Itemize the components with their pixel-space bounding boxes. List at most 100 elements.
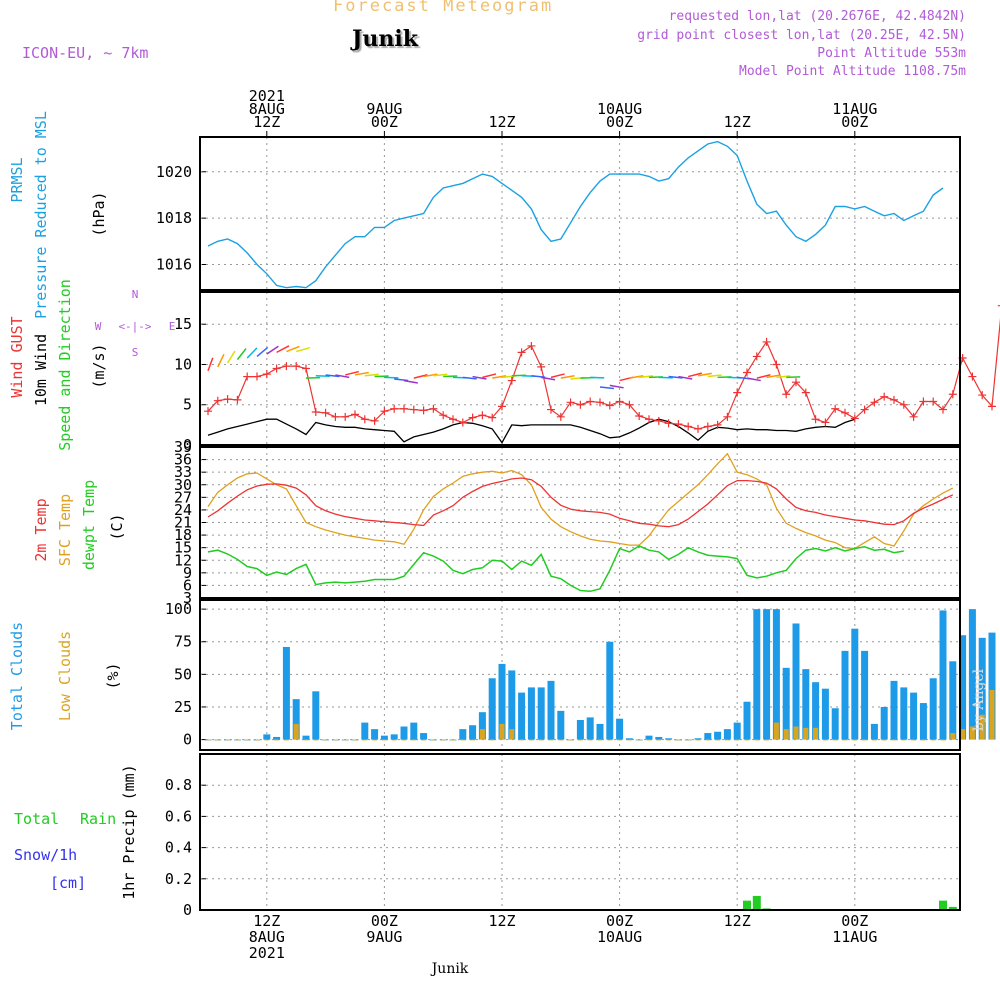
low-clouds-bar bbox=[675, 739, 681, 741]
wind-gust-point bbox=[566, 398, 575, 407]
bottom-time-label: 9AUG bbox=[366, 928, 402, 946]
wind-direction-arrow bbox=[384, 376, 399, 379]
wind-gust-point bbox=[488, 413, 497, 422]
pressure-side-label: Pressure Reduced to MSL bbox=[32, 111, 50, 319]
pressure-side-label: PRMSL bbox=[8, 157, 26, 202]
wind-direction-arrow bbox=[256, 346, 269, 357]
total-clouds-bar bbox=[723, 729, 731, 740]
rain-bar bbox=[752, 895, 761, 910]
low-clouds-bar bbox=[293, 723, 299, 740]
top-time-label: 00Z bbox=[841, 113, 868, 131]
wind-gust-point bbox=[302, 364, 310, 373]
low-clouds-bar bbox=[244, 739, 250, 741]
total-clouds-bar bbox=[596, 723, 604, 740]
wind-gust-point bbox=[596, 398, 604, 407]
total-clouds-bar bbox=[469, 725, 477, 740]
precip-tick-label: 0 bbox=[183, 901, 192, 919]
top-time-label: 12Z bbox=[724, 113, 751, 131]
panel-frame bbox=[199, 136, 961, 291]
total-clouds-bar bbox=[518, 692, 526, 740]
low-clouds-bar bbox=[666, 739, 672, 741]
compass-north: N bbox=[132, 288, 139, 301]
total-clouds-bar bbox=[400, 726, 408, 740]
pressure-axis-label: (hPa) bbox=[90, 191, 108, 236]
total-clouds-bar bbox=[861, 650, 869, 740]
bottom-time-label: 00Z bbox=[606, 912, 633, 930]
low-clouds-bar bbox=[460, 739, 466, 741]
temp-tick-label: 36 bbox=[174, 451, 192, 469]
total-clouds-bar bbox=[919, 703, 927, 740]
wind-direction-arrow bbox=[364, 373, 379, 377]
total-clouds-bar bbox=[488, 678, 496, 740]
temp-tick-label: 30 bbox=[174, 476, 192, 494]
low-clouds-bar bbox=[842, 739, 848, 741]
low-clouds-bar bbox=[940, 739, 946, 741]
total-clouds-bar bbox=[645, 735, 653, 740]
total-clouds-bar bbox=[851, 628, 859, 740]
wind-direction-arrow bbox=[462, 376, 477, 380]
total-clouds-bar bbox=[949, 661, 957, 740]
low-clouds-bar bbox=[715, 739, 721, 741]
wind-gust-point bbox=[409, 405, 418, 414]
wind-direction-arrow bbox=[276, 345, 290, 354]
wind-tick-label: 0 bbox=[183, 436, 192, 454]
wind-gust-point bbox=[821, 418, 830, 427]
wind-direction-arrow bbox=[354, 371, 369, 376]
temp-tick-label: 6 bbox=[183, 576, 192, 594]
low-clouds-bar bbox=[930, 739, 936, 741]
top-time-label: 00Z bbox=[606, 113, 633, 131]
wind-gust-point bbox=[782, 390, 791, 399]
low-clouds-bar bbox=[911, 739, 917, 741]
total-clouds-bar bbox=[537, 687, 545, 740]
wind-gust-point bbox=[615, 397, 624, 406]
wind-gust-point bbox=[890, 395, 898, 404]
total-clouds-bar bbox=[586, 717, 594, 740]
wind-gust-point bbox=[517, 348, 526, 357]
total-clouds-bar bbox=[616, 718, 624, 740]
low-clouds-bar bbox=[597, 739, 603, 741]
total-clouds-bar bbox=[508, 670, 516, 740]
wind-gust-point bbox=[282, 362, 291, 371]
wind-gust-point bbox=[292, 362, 301, 371]
total-clouds-bar bbox=[576, 720, 584, 740]
wind-direction-arrow bbox=[443, 375, 458, 378]
low-clouds-bar bbox=[695, 739, 701, 741]
low-clouds-bar bbox=[587, 739, 593, 741]
wind-direction-arrow bbox=[374, 375, 389, 378]
2m-temp-line bbox=[207, 477, 954, 528]
low-clouds-bar bbox=[773, 722, 779, 740]
total-clouds-bar bbox=[968, 609, 976, 740]
total-clouds-bar bbox=[292, 699, 300, 740]
top-time-label: 12Z bbox=[253, 113, 280, 131]
wind-direction-arrow bbox=[207, 357, 214, 372]
compass-east: E bbox=[169, 320, 176, 333]
requested-coords: requested lon,lat (20.2676E, 42.4842N) bbox=[668, 9, 966, 24]
low-clouds-bar bbox=[283, 739, 289, 741]
wind-direction-arrow bbox=[707, 374, 722, 378]
wind-gust-point bbox=[605, 401, 614, 410]
wind-tick-label: 15 bbox=[174, 315, 192, 333]
low-clouds-bar bbox=[754, 739, 760, 741]
total-clouds-bar bbox=[547, 680, 555, 740]
wind-gust-point bbox=[703, 422, 712, 431]
wind-gust-point bbox=[400, 404, 408, 413]
sfc-temp-line bbox=[207, 452, 954, 550]
wind-gust-point bbox=[674, 420, 683, 429]
wind-gust-point bbox=[831, 404, 840, 413]
wind-direction-arrow bbox=[756, 374, 771, 379]
panel-frame bbox=[199, 446, 961, 599]
total-clouds-bar bbox=[841, 650, 849, 740]
total-clouds-bar bbox=[420, 733, 428, 740]
compass-arrow: <-|-> bbox=[118, 320, 151, 333]
wind-direction-arrow bbox=[590, 376, 605, 379]
wind-gust-point bbox=[870, 398, 879, 407]
total-clouds-bar bbox=[282, 646, 290, 740]
low-clouds-bar bbox=[332, 739, 338, 741]
total-clouds-bar bbox=[988, 632, 996, 740]
watermark-signature: by Angel bbox=[971, 668, 987, 731]
wind-gust-point bbox=[919, 397, 928, 406]
pressure-tick-label: 1018 bbox=[156, 209, 192, 227]
wind-gust-point bbox=[978, 391, 987, 400]
total-clouds-bar bbox=[459, 729, 467, 740]
panel-frame bbox=[199, 291, 961, 446]
